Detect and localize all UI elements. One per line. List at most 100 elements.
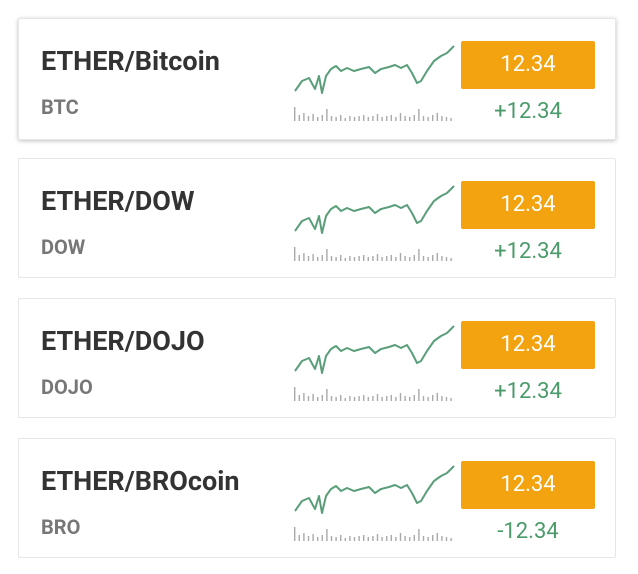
volume-bar xyxy=(386,396,388,401)
volume-bar xyxy=(330,256,333,261)
volume-bar xyxy=(376,254,379,261)
ticker-symbol: DOJO xyxy=(41,375,93,399)
volume-bar xyxy=(399,533,402,541)
volume-bar xyxy=(376,534,379,541)
volume-bar xyxy=(436,253,438,261)
volume-bar xyxy=(450,118,452,121)
volume-bar xyxy=(353,397,356,401)
volume-bar xyxy=(294,247,296,261)
volume-bar xyxy=(349,116,351,121)
sparkline xyxy=(294,465,455,541)
volume-bar xyxy=(303,533,305,541)
volume-bar xyxy=(349,396,351,401)
volume-bar xyxy=(358,396,360,401)
price-change: -12.34 xyxy=(497,519,559,544)
volume-bar xyxy=(390,115,392,121)
ticker-symbol: DOW xyxy=(41,235,86,259)
volume-bar xyxy=(395,257,397,261)
volume-bar xyxy=(441,116,443,121)
volume-bar xyxy=(395,117,397,121)
volume-bar xyxy=(372,256,374,261)
volume-bar xyxy=(441,536,443,541)
volume-bar xyxy=(344,258,346,261)
volume-bar xyxy=(395,537,397,541)
pair-title: ETHER/Bitcoin xyxy=(41,45,220,77)
price-change: +12.34 xyxy=(494,99,562,124)
volume-bar xyxy=(367,537,369,541)
volume-bar xyxy=(432,535,434,541)
price-line xyxy=(294,325,455,374)
volume-bar xyxy=(418,389,420,401)
volume-bar xyxy=(450,258,452,261)
price-button[interactable]: 12.34 xyxy=(461,41,595,89)
volume-bar xyxy=(294,527,296,541)
volume-bar xyxy=(312,254,314,261)
price-button[interactable]: 12.34 xyxy=(461,461,595,509)
volume-bar xyxy=(445,117,448,121)
volume-bar xyxy=(340,255,342,261)
volume-bar xyxy=(326,249,328,261)
price-button[interactable]: 12.34 xyxy=(461,181,595,229)
volume-bar xyxy=(321,255,323,261)
ticker-card[interactable]: ETHER/BROcoin BRO 12.34 -12.34 xyxy=(18,438,616,558)
volume-bar xyxy=(418,109,420,121)
price-button[interactable]: 12.34 xyxy=(461,321,595,369)
volume-bar xyxy=(330,396,333,401)
volume-bar xyxy=(445,537,448,541)
ticker-symbol: BRO xyxy=(41,515,81,539)
volume-bar xyxy=(372,116,374,121)
ticker-card[interactable]: ETHER/DOW DOW 12.34 +12.34 xyxy=(18,158,616,278)
volume-bar xyxy=(317,397,319,401)
volume-bar xyxy=(358,536,360,541)
volume-bar xyxy=(372,536,374,541)
volume-bar xyxy=(413,395,415,401)
volume-bar xyxy=(317,117,319,121)
volume-bar xyxy=(307,536,310,541)
volume-bar xyxy=(395,397,397,401)
volume-bar xyxy=(307,396,310,401)
volume-bar xyxy=(349,256,351,261)
volume-bar xyxy=(358,116,360,121)
volume-bar xyxy=(413,535,415,541)
volume-bar xyxy=(317,537,319,541)
volume-bar xyxy=(307,256,310,261)
volume-bar xyxy=(445,257,448,261)
volume-bar xyxy=(445,397,448,401)
volume-bar xyxy=(340,395,342,401)
price-change: +12.34 xyxy=(494,379,562,404)
volume-bar xyxy=(381,257,383,261)
volume-bar xyxy=(363,395,365,401)
volume-bar xyxy=(418,249,420,261)
sparkline xyxy=(294,185,455,261)
volume-bar xyxy=(436,533,438,541)
volume-bar xyxy=(409,537,411,541)
volume-bar xyxy=(363,535,365,541)
volume-bar xyxy=(381,537,383,541)
volume-bar xyxy=(381,117,383,121)
volume-bar xyxy=(376,114,379,121)
volume-bar xyxy=(450,398,452,401)
ticker-card[interactable]: ETHER/Bitcoin BTC 12.34 +12.34 xyxy=(18,18,616,140)
volume-bar xyxy=(298,535,300,541)
volume-bar xyxy=(367,117,369,121)
volume-bar xyxy=(386,256,388,261)
volume-bar xyxy=(427,537,429,541)
price-change: +12.34 xyxy=(494,239,562,264)
ticker-symbol: BTC xyxy=(41,95,79,119)
volume-bar xyxy=(326,529,328,541)
volume-bar xyxy=(372,396,374,401)
volume-bar xyxy=(436,113,438,121)
volume-bar xyxy=(404,396,406,401)
ticker-card[interactable]: ETHER/DOJO DOJO 12.34 +12.34 xyxy=(18,298,616,418)
volume-bar xyxy=(404,116,406,121)
volume-bar xyxy=(294,107,296,121)
volume-bar xyxy=(418,529,420,541)
volume-bar xyxy=(427,257,429,261)
volume-bar xyxy=(436,393,438,401)
volume-bar xyxy=(432,395,434,401)
volume-bar xyxy=(409,257,411,261)
volume-bar xyxy=(413,255,415,261)
volume-bar xyxy=(330,536,333,541)
volume-bar xyxy=(317,257,319,261)
volume-bar xyxy=(413,115,415,121)
